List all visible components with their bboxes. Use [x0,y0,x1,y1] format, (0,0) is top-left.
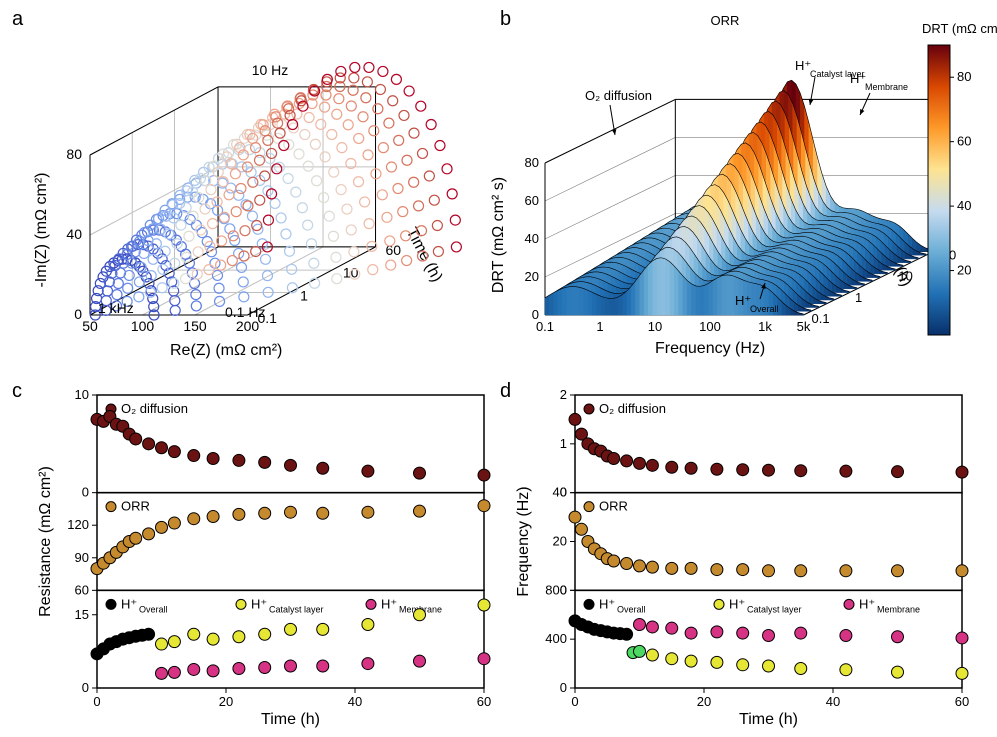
svg-text:20: 20 [553,534,567,549]
svg-text:Catalyst layer: Catalyst layer [269,604,324,614]
svg-text:100: 100 [699,319,721,334]
svg-text:Time (h): Time (h) [261,711,320,728]
svg-text:Frequency (Hz): Frequency (Hz) [655,340,765,357]
svg-text:H⁺: H⁺ [251,596,267,611]
svg-text:Resistance (mΩ cm²): Resistance (mΩ cm²) [37,466,54,617]
svg-text:10: 10 [75,387,89,402]
svg-text:15: 15 [75,607,89,622]
svg-text:DRT (mΩ cm² s): DRT (mΩ cm² s) [922,21,997,36]
svg-text:20: 20 [219,694,233,709]
svg-text:40: 40 [525,231,539,246]
svg-text:60: 60 [957,134,971,149]
svg-text:1: 1 [560,436,567,451]
svg-text:10: 10 [648,319,662,334]
svg-text:Membrane: Membrane [865,82,908,92]
svg-text:H⁺: H⁺ [859,596,875,611]
svg-text:1k: 1k [758,319,772,334]
svg-text:H⁺: H⁺ [121,596,137,611]
panel-a-svg: 50100150200040800.111060Re(Z) (mΩ cm²)-I… [30,5,480,375]
svg-text:800: 800 [545,582,567,597]
svg-text:ORR: ORR [711,13,740,28]
svg-text:40: 40 [66,226,82,242]
colorbar-svg: 20 40 60 80 DRT (mΩ cm² s) [922,5,997,375]
svg-text:H⁺: H⁺ [850,71,866,86]
svg-text:Time (h): Time (h) [403,225,446,285]
svg-text:Overall: Overall [139,604,168,614]
svg-text:Overall: Overall [617,604,646,614]
svg-text:H⁺: H⁺ [381,596,397,611]
svg-text:0: 0 [82,680,89,695]
svg-text:Catalyst layer: Catalyst layer [747,604,802,614]
svg-text:Time (h): Time (h) [739,711,798,728]
svg-text:0: 0 [571,694,578,709]
svg-text:80: 80 [66,146,82,162]
svg-text:60: 60 [75,582,89,597]
panel-b-svg: 0.11101001k5k0204060800.111060Frequency … [490,5,920,375]
svg-text:-Im(Z) (mΩ cm²): -Im(Z) (mΩ cm²) [33,172,50,287]
panel-d-svg: Frequency (Hz) Time (h) 0 1 2 O₂ diffusion 0 20… [510,385,980,730]
svg-text:O₂ diffusion: O₂ diffusion [585,88,652,103]
svg-text:O₂ diffusion: O₂ diffusion [121,401,188,416]
svg-text:40: 40 [957,198,971,213]
svg-text:1: 1 [596,319,603,334]
svg-text:40: 40 [826,694,840,709]
svg-text:O₂ diffusion: O₂ diffusion [599,401,666,416]
svg-text:0: 0 [560,680,567,695]
svg-text:0: 0 [82,485,89,500]
svg-text:200: 200 [236,318,260,334]
svg-text:0.1: 0.1 [812,311,830,326]
panel-a-label: a [12,8,23,31]
svg-text:100: 100 [131,318,155,334]
svg-text:Membrane: Membrane [877,604,920,614]
svg-text:5k: 5k [797,319,811,334]
svg-text:20: 20 [525,269,539,284]
svg-text:1 kHz: 1 kHz [98,300,134,316]
svg-text:H⁺: H⁺ [735,293,751,308]
svg-text:ORR: ORR [599,499,628,514]
svg-text:Re(Z) (mΩ cm²): Re(Z) (mΩ cm²) [170,342,282,359]
svg-text:1: 1 [300,287,308,303]
svg-text:10: 10 [343,265,359,281]
svg-text:60: 60 [477,694,491,709]
svg-text:0: 0 [93,694,100,709]
svg-text:0: 0 [532,307,539,322]
svg-text:400: 400 [545,631,567,646]
svg-text:80: 80 [525,155,539,170]
svg-text:20: 20 [697,694,711,709]
svg-text:H⁺: H⁺ [795,58,811,73]
svg-text:90: 90 [75,550,89,565]
svg-text:80: 80 [957,69,971,84]
svg-text:10 Hz: 10 Hz [252,62,289,78]
svg-text:2: 2 [560,387,567,402]
svg-text:40: 40 [553,485,567,500]
svg-text:H⁺: H⁺ [599,596,615,611]
svg-text:60: 60 [525,193,539,208]
svg-text:0: 0 [74,306,82,322]
svg-text:Overall: Overall [750,304,779,314]
svg-text:40: 40 [348,694,362,709]
svg-text:H⁺: H⁺ [729,596,745,611]
svg-text:60: 60 [955,694,969,709]
svg-text:1: 1 [855,290,862,305]
figure-root: a b c d 50100150200040800.111060Re(Z) (m… [0,0,997,737]
svg-text:150: 150 [183,318,207,334]
svg-text:Frequency (Hz): Frequency (Hz) [515,486,532,596]
svg-text:120: 120 [67,517,89,532]
svg-text:0.1 Hz: 0.1 Hz [225,304,265,320]
panel-c-label: c [12,380,22,403]
svg-text:DRT (mΩ cm² s): DRT (mΩ cm² s) [490,177,507,293]
panel-c-svg: Resistance (mΩ cm²) Time (h) 0 10 O₂ diffusi… [32,385,502,730]
svg-text:20: 20 [957,263,971,278]
svg-text:ORR: ORR [121,499,150,514]
